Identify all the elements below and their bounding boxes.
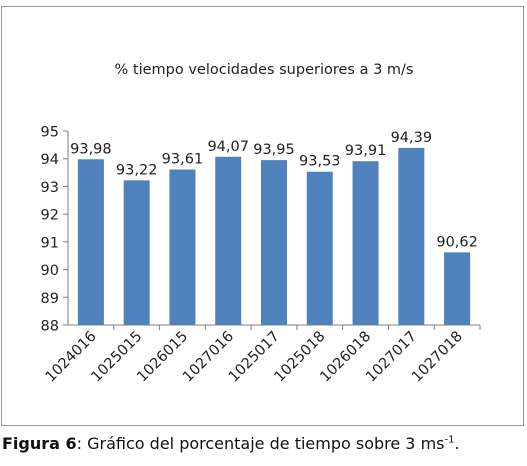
- data-label: 94,39: [391, 130, 433, 146]
- figure-caption-end: .: [454, 434, 460, 453]
- data-label: 93,95: [253, 142, 295, 158]
- y-tick-label: 89: [41, 291, 59, 307]
- y-tick-label: 92: [41, 208, 59, 224]
- data-label: 94,07: [207, 139, 249, 155]
- y-tick-label: 88: [41, 319, 59, 335]
- data-label: 93,98: [70, 141, 112, 157]
- figure-caption-text: : Gráfico del porcentaje de tiempo sobre…: [76, 434, 445, 453]
- y-tick-labels: 88 89 90 91 92 93 94 95: [41, 125, 59, 335]
- bar: [77, 159, 104, 325]
- bar: [352, 161, 379, 325]
- data-label: 93,53: [299, 154, 341, 170]
- x-tick-label: 1027018: [409, 329, 466, 386]
- data-label: 93,61: [162, 152, 204, 168]
- figure-caption-label: Figura 6: [2, 434, 77, 453]
- chart-title: % tiempo velocidades superiores a 3 m/s: [115, 62, 414, 78]
- bar: [261, 160, 287, 325]
- y-tick-label: 93: [41, 180, 59, 196]
- bar: [123, 180, 150, 325]
- data-label: 90,62: [436, 234, 478, 250]
- figure-caption: Figura 6: Gráfico del porcentaje de tiem…: [2, 434, 522, 453]
- bar: [215, 156, 242, 325]
- y-tick-label: 95: [41, 125, 59, 141]
- bars: [77, 147, 471, 325]
- bar: [398, 147, 425, 325]
- chart-frame: % tiempo velocidades superiores a 3 m/s …: [1, 6, 524, 426]
- bar: [169, 169, 196, 325]
- data-label: 93,22: [116, 162, 158, 178]
- bar-chart: % tiempo velocidades superiores a 3 m/s …: [41, 62, 481, 386]
- y-tick-label: 91: [41, 235, 59, 251]
- data-label: 93,91: [345, 143, 387, 159]
- bar: [306, 171, 333, 325]
- y-tick-label: 94: [41, 152, 59, 168]
- x-tick-labels: 1024016102501510260151027016102501710250…: [43, 329, 466, 386]
- bar: [444, 252, 471, 325]
- y-tick-label: 90: [41, 263, 59, 279]
- figure-caption-superscript: -1: [444, 434, 455, 446]
